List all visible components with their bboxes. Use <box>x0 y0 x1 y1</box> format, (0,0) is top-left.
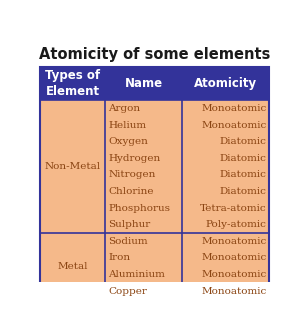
Text: Sodium: Sodium <box>108 237 148 246</box>
Text: Diatomic: Diatomic <box>220 137 267 146</box>
Text: Nitrogen: Nitrogen <box>108 171 156 179</box>
Text: Chlorine: Chlorine <box>108 187 154 196</box>
Text: Monoatomic: Monoatomic <box>201 237 267 246</box>
Text: Metal: Metal <box>57 262 88 271</box>
Text: Atomicity: Atomicity <box>194 77 257 90</box>
Text: Name: Name <box>125 77 163 90</box>
Text: Monoatomic: Monoatomic <box>201 287 267 296</box>
Text: Argon: Argon <box>108 104 140 113</box>
Text: Monoatomic: Monoatomic <box>201 254 267 262</box>
Text: Copper: Copper <box>108 287 147 296</box>
Bar <box>40 100 269 233</box>
Text: Types of
Element: Types of Element <box>45 69 100 98</box>
Text: Monoatomic: Monoatomic <box>201 104 267 113</box>
Bar <box>40 67 269 100</box>
Text: Diatomic: Diatomic <box>220 187 267 196</box>
Text: Monoatomic: Monoatomic <box>201 270 267 279</box>
Text: Sulphur: Sulphur <box>108 220 150 229</box>
Text: Atomicity of some elements: Atomicity of some elements <box>39 47 271 61</box>
Text: Non-Metal: Non-Metal <box>45 162 101 171</box>
Text: Hydrogen: Hydrogen <box>108 154 160 163</box>
Text: Diatomic: Diatomic <box>220 171 267 179</box>
Text: Poly-atomic: Poly-atomic <box>206 220 267 229</box>
Text: Monoatomic: Monoatomic <box>201 121 267 130</box>
Text: Phosphorus: Phosphorus <box>108 204 170 213</box>
Bar <box>40 233 269 300</box>
Text: Helium: Helium <box>108 121 146 130</box>
Text: Diatomic: Diatomic <box>220 154 267 163</box>
Text: Oxygen: Oxygen <box>108 137 148 146</box>
Text: Aluminium: Aluminium <box>108 270 165 279</box>
Text: Iron: Iron <box>108 254 130 262</box>
Text: Tetra-atomic: Tetra-atomic <box>200 204 267 213</box>
